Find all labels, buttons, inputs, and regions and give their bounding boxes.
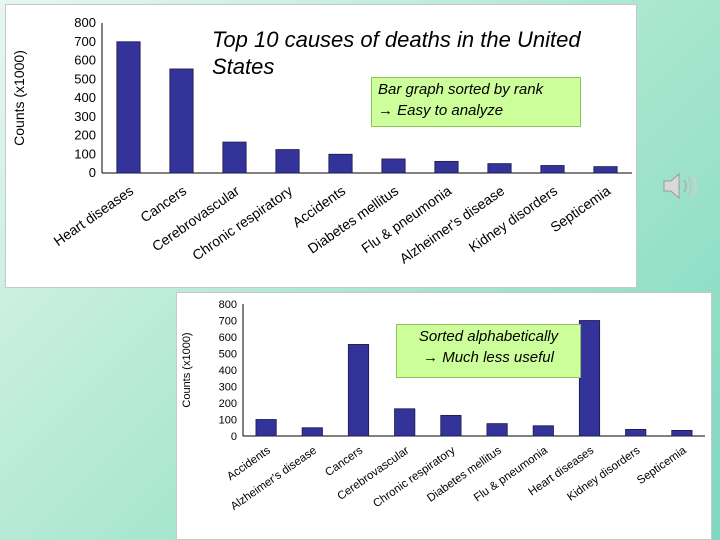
y-tick-label: 100 — [74, 146, 96, 161]
bar — [394, 408, 416, 437]
bar — [381, 158, 406, 174]
bar — [578, 320, 601, 437]
y-axis-label: Counts (x1000) — [181, 332, 193, 407]
speaker-icon[interactable] — [660, 168, 700, 204]
category-label: Flu & pneumonia — [358, 182, 454, 256]
arrow-icon: → — [423, 349, 439, 366]
alphabetical-note: Sorted alphabetically → Much less useful — [396, 324, 581, 378]
alphabetical-note-line2: Much less useful — [442, 349, 554, 366]
ranked-note-line2: Easy to analyze — [397, 102, 504, 119]
category-label: Septicemia — [635, 444, 689, 487]
alphabetical-note-line2-row: → Much less useful — [403, 347, 574, 368]
bar — [301, 427, 323, 437]
category-label: Kidney disorders — [466, 182, 561, 255]
bar — [625, 428, 647, 437]
alphabetical-note-line1: Sorted alphabetically — [418, 328, 559, 345]
alphabetical-bar-chart: 0 100 200 300 400 500 600 700 800 Counts (x1000) A… — [181, 299, 705, 513]
y-tick-label: 0 — [89, 165, 96, 180]
ranked-chart-panel: 0 100 200 300 400 500 600 700 800 Counts (x1000) H… — [5, 4, 637, 288]
bar — [671, 429, 693, 437]
category-label: Cerebrovascular — [149, 182, 243, 254]
category-label: Diabetes mellitus — [305, 182, 402, 256]
y-tick-label: 500 — [219, 349, 237, 361]
bar — [255, 419, 277, 437]
bar — [116, 41, 141, 174]
bar — [487, 163, 512, 174]
bar — [328, 153, 353, 174]
slide-title: Top 10 causes of deaths in the United St… — [212, 27, 581, 79]
y-tick-label: 600 — [219, 332, 237, 344]
ranked-note-line1: Bar graph sorted by rank — [378, 81, 544, 98]
y-tick-label: 800 — [74, 15, 96, 30]
y-tick-label: 500 — [74, 71, 96, 86]
y-tick-label: 400 — [74, 90, 96, 105]
y-tick-label: 700 — [219, 316, 237, 328]
y-tick-label: 300 — [74, 109, 96, 124]
category-label: Cancers — [323, 444, 365, 479]
y-tick-label: 600 — [74, 53, 96, 68]
bar — [169, 68, 194, 174]
bar — [222, 141, 247, 174]
bar — [532, 425, 554, 437]
y-tick-label: 800 — [219, 299, 237, 311]
y-tick-label: 100 — [219, 415, 237, 427]
category-label: Septicemia — [547, 182, 613, 235]
ranked-note-line2-row: → Easy to analyze — [378, 100, 574, 121]
ranked-bar-chart: 0 100 200 300 400 500 600 700 800 Counts (x1000) H… — [11, 15, 632, 267]
category-label: Alzheimer's disease — [229, 445, 319, 513]
bar — [593, 166, 618, 174]
bar — [440, 414, 462, 437]
arrow-icon: → — [378, 102, 393, 119]
category-label: Chronic respiratory — [189, 182, 295, 263]
bar — [275, 149, 300, 174]
y-tick-label: 400 — [219, 365, 237, 377]
category-label: Heart diseases — [51, 182, 137, 249]
y-tick-label: 300 — [219, 382, 237, 394]
y-axis-label: Counts (x1000) — [11, 50, 27, 146]
alphabetical-chart-panel: 0 100 200 300 400 500 600 700 800 Counts (x1000) A… — [176, 292, 712, 540]
ranked-note: Bar graph sorted by rank → Easy to analy… — [371, 77, 581, 127]
y-tick-label: 0 — [231, 431, 237, 443]
bar — [486, 423, 508, 437]
bar — [347, 344, 370, 437]
bar — [540, 165, 565, 174]
category-label: Chronic respiratory — [371, 444, 458, 510]
bar — [434, 160, 459, 174]
y-tick-label: 700 — [74, 34, 96, 49]
y-tick-label: 200 — [74, 128, 96, 143]
y-tick-label: 200 — [219, 398, 237, 410]
